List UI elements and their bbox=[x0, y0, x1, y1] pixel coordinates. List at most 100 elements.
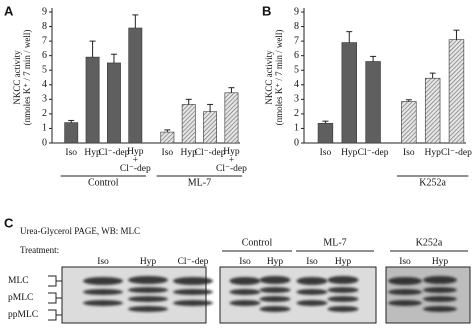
blot-band bbox=[173, 277, 213, 285]
x-tick-label: Iso bbox=[320, 148, 332, 158]
blot-band bbox=[423, 287, 457, 293]
lane-label: Iso bbox=[97, 257, 109, 267]
error-bar bbox=[228, 87, 235, 93]
y-tick-label: 8 bbox=[294, 21, 299, 32]
y-tick-label: 5 bbox=[294, 65, 299, 76]
blot-band bbox=[259, 296, 291, 302]
x-tick-label: Hyp bbox=[181, 148, 198, 158]
bar bbox=[317, 123, 334, 144]
y-tick-label: 8 bbox=[42, 21, 47, 32]
bar bbox=[85, 56, 100, 144]
blot-band bbox=[327, 296, 359, 302]
band-bracket bbox=[48, 275, 57, 287]
bar bbox=[128, 27, 143, 144]
bar bbox=[64, 122, 79, 144]
band-bracket bbox=[48, 292, 57, 304]
treatment-label: Treatment: bbox=[20, 245, 59, 255]
y-tick-label: 6 bbox=[42, 50, 47, 61]
y-tick-label: 3 bbox=[294, 94, 299, 105]
lane-label: Hyp bbox=[335, 257, 352, 267]
blot-band bbox=[296, 289, 328, 295]
blot-image bbox=[61, 266, 207, 324]
blot-header: K252a bbox=[416, 237, 443, 248]
error-bar bbox=[207, 103, 214, 112]
lane-label: Iso bbox=[239, 257, 251, 267]
blot-header: ML-7 bbox=[323, 237, 346, 248]
blot-band bbox=[128, 296, 168, 302]
blot-header: Control bbox=[242, 237, 273, 248]
band-bracket bbox=[48, 309, 57, 321]
band-label: ppMLC bbox=[8, 310, 38, 320]
lane-label: Iso bbox=[399, 257, 411, 267]
y-tick-label: 4 bbox=[42, 79, 47, 90]
band-label: MLC bbox=[8, 276, 29, 286]
y-axis-label: NKCC activity bbox=[264, 50, 274, 105]
y-tick-label: 7 bbox=[42, 35, 47, 46]
blot-title: Urea-Glycerol PAGE, WB: MLC bbox=[20, 226, 140, 236]
y-tick-label: 1 bbox=[42, 123, 47, 134]
lane-label: Hyp bbox=[267, 257, 284, 267]
blot-band bbox=[83, 277, 123, 285]
y-tick-label: 2 bbox=[42, 108, 47, 119]
blot-image bbox=[385, 266, 471, 324]
x-tick-label: Cl⁻-dep bbox=[120, 164, 151, 174]
x-tick-label: Hyp bbox=[424, 148, 441, 158]
blot-band bbox=[128, 306, 168, 312]
lane-label: Cl⁻-dep bbox=[178, 257, 209, 267]
x-tick-label: + bbox=[229, 156, 234, 166]
bar bbox=[448, 39, 465, 144]
lane-label: Iso bbox=[306, 257, 318, 267]
group-label: Control bbox=[88, 177, 119, 188]
blot-band bbox=[229, 277, 261, 285]
y-tick-label: 2 bbox=[294, 108, 299, 119]
blot-band bbox=[423, 296, 457, 302]
blot-panel: Iso Hyp Cl⁻-dep Iso Hyp Iso Hyp Control ML-7 Iso H… bbox=[8, 237, 471, 324]
error-bar bbox=[346, 31, 353, 43]
y-tick-label: 9 bbox=[294, 6, 299, 17]
bar bbox=[203, 111, 218, 144]
band-label: pMLC bbox=[8, 293, 33, 303]
x-tick-label: Iso bbox=[65, 148, 77, 158]
y-tick-label: 4 bbox=[294, 79, 299, 90]
group-label: ML-7 bbox=[188, 177, 211, 188]
x-tick-label: Hyp bbox=[127, 147, 144, 157]
error-bar bbox=[370, 55, 377, 62]
bar bbox=[424, 77, 441, 144]
blot-band bbox=[259, 287, 291, 293]
x-tick-label: Cl⁻-dep bbox=[99, 148, 130, 158]
blot-band bbox=[296, 300, 328, 306]
blot-band bbox=[296, 277, 328, 285]
x-tick-label: Hyp bbox=[84, 148, 101, 158]
blot-band bbox=[423, 276, 457, 284]
y-tick-label: 3 bbox=[42, 94, 47, 105]
x-tick-label: Cl⁻-dep bbox=[441, 148, 472, 158]
bar bbox=[181, 104, 196, 144]
y-tick-label: 0 bbox=[42, 137, 47, 148]
error-bar bbox=[453, 29, 460, 40]
y-tick-label: 0 bbox=[294, 137, 299, 148]
blot-band bbox=[229, 289, 261, 295]
group-label: K252a bbox=[419, 177, 446, 188]
x-tick-label: Iso bbox=[403, 148, 415, 158]
y-tick-label: 1 bbox=[294, 123, 299, 134]
bar bbox=[224, 92, 239, 144]
error-bar bbox=[110, 53, 117, 63]
x-tick-label: Cl⁻-dep bbox=[216, 164, 247, 174]
y-axis-label: (nmoles K⁺ / 7 min / well) bbox=[22, 30, 32, 126]
error-bar bbox=[68, 119, 75, 123]
y-tick-label: 5 bbox=[42, 65, 47, 76]
error-bar bbox=[405, 99, 412, 102]
bar bbox=[365, 61, 381, 144]
x-tick-label: Hyp bbox=[223, 147, 240, 157]
x-tick-label: + bbox=[133, 156, 138, 166]
blot-band bbox=[259, 306, 291, 312]
panel-label: A bbox=[4, 3, 14, 18]
blot-band bbox=[327, 306, 359, 312]
y-tick-label: 6 bbox=[294, 50, 299, 61]
error-bar bbox=[164, 129, 171, 133]
blot-band bbox=[327, 276, 359, 284]
error-bar bbox=[132, 14, 139, 29]
x-tick-label: Cl⁻-dep bbox=[195, 148, 226, 158]
y-tick-label: 9 bbox=[42, 6, 47, 17]
